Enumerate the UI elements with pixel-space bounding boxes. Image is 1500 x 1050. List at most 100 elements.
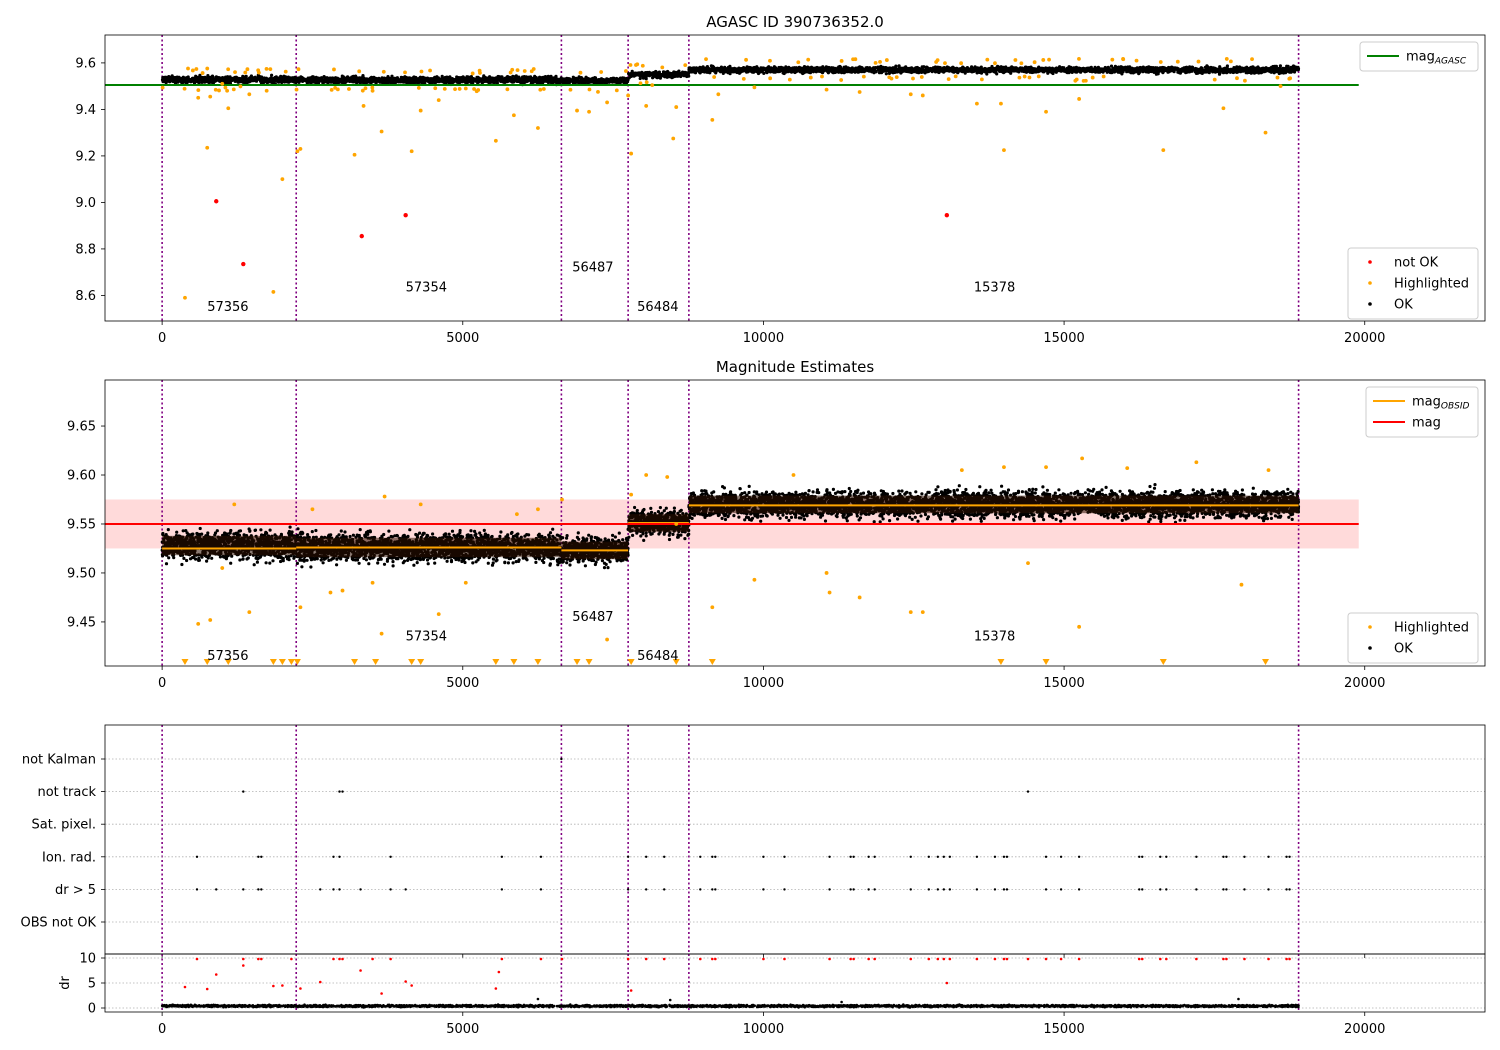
flag-point [1044, 888, 1048, 891]
flag-point [319, 888, 322, 891]
highlighted-point [1110, 57, 1115, 62]
highlighted-point [457, 87, 462, 91]
highlighted-point [744, 57, 748, 62]
flag-point [341, 790, 344, 793]
highlighted-clipped-marker [708, 659, 716, 665]
highlighted-point [638, 81, 643, 86]
not-ok-point [494, 987, 498, 990]
flag-point [1138, 855, 1141, 858]
highlighted-point [878, 59, 882, 64]
highlighted-clipped-marker [224, 659, 232, 665]
highlighted-point [1032, 60, 1037, 65]
highlighted-point [644, 80, 649, 85]
flag-point [1005, 855, 1009, 858]
highlighted-point [294, 87, 299, 92]
flag-label: Sat. pixel. [32, 818, 96, 833]
flag-point [852, 855, 855, 858]
flag-point [389, 888, 392, 891]
highlighted-point [361, 104, 366, 108]
obsid-label: 56484 [637, 300, 678, 315]
flag-point [195, 855, 199, 858]
highlighted-point [974, 101, 979, 106]
highlighted-clipped-marker [287, 659, 295, 665]
highlighted-point [1250, 57, 1254, 62]
not-ok-point [1165, 957, 1168, 961]
highlighted-point [379, 631, 384, 636]
highlighted-point [919, 75, 924, 79]
not-ok-point [272, 984, 275, 988]
highlighted-point [225, 88, 230, 93]
highlighted-point [824, 571, 829, 575]
obsid-label: 15378 [974, 280, 1015, 295]
panel1-ytick-label: 8.6 [75, 289, 96, 304]
panel4-xtick-label: 5000 [446, 1022, 479, 1037]
highlighted-point [1081, 78, 1086, 83]
not-ok-point [242, 957, 245, 961]
highlighted-point [245, 67, 250, 72]
highlighted-clipped-marker [269, 659, 277, 665]
highlighted-point [463, 580, 468, 585]
flag-point [909, 888, 912, 891]
highlighted-point [587, 87, 592, 92]
highlighted-point [710, 117, 715, 122]
flag-point [1159, 855, 1162, 858]
highlighted-point [1019, 61, 1024, 66]
highlighted-point [200, 71, 205, 75]
flag-point [626, 888, 630, 891]
flag-point [404, 888, 407, 891]
highlighted-point [710, 605, 715, 610]
panel2-ytick-label: 9.65 [67, 420, 96, 435]
highlighted-point [352, 152, 357, 157]
highlighted-point [243, 70, 248, 75]
highlighted-point [1026, 561, 1030, 566]
flag-point [993, 888, 997, 891]
flag-point [1285, 855, 1288, 858]
flag-point [783, 855, 786, 858]
highlighted-point [233, 70, 237, 75]
obsid-label: 57356 [207, 649, 248, 664]
panel1-ytick-label: 9.4 [75, 103, 96, 118]
highlighted-point [1275, 75, 1280, 80]
not-ok-point [942, 957, 946, 961]
highlighted-point [226, 67, 231, 72]
not-ok-point [403, 213, 408, 218]
flag-label: dr > 5 [55, 883, 96, 898]
highlighted-point [1077, 624, 1082, 629]
highlighted-point [205, 145, 210, 150]
panel2-xtick-label: 5000 [446, 676, 479, 691]
highlighted-point [196, 621, 201, 626]
highlighted-point [442, 86, 447, 91]
flag-point [942, 855, 946, 858]
highlighted-point [531, 67, 536, 71]
obsid-label: 56487 [572, 610, 613, 625]
not-ok-point [497, 970, 501, 974]
not-ok-point [945, 981, 949, 985]
panel2-ytick-label: 9.45 [67, 615, 96, 630]
flag-point [626, 855, 630, 858]
highlighted-point [1212, 77, 1217, 82]
highlighted-point [640, 63, 645, 68]
not-ok-point [205, 987, 209, 991]
highlighted-point [873, 61, 878, 65]
highlighted-point [787, 77, 792, 82]
highlighted-clipped-marker [181, 659, 189, 665]
obsid-label: 56484 [637, 649, 678, 664]
not-ok-point [975, 957, 979, 961]
flag-point [1195, 855, 1198, 858]
not-ok-point [1002, 957, 1006, 961]
panel2-xtick-label: 20000 [1344, 676, 1385, 691]
not-ok-point [936, 957, 940, 961]
highlighted-point [943, 61, 947, 65]
highlighted-point [510, 67, 515, 72]
panel1-ytick-label: 9.6 [75, 56, 96, 71]
highlighted-point [268, 67, 273, 72]
legend-agasc [1359, 41, 1479, 72]
flag-point [1077, 888, 1081, 891]
highlighted-point [752, 577, 757, 582]
highlighted-point [541, 87, 546, 91]
highlighted-point [768, 58, 772, 63]
highlighted-point [894, 75, 899, 80]
highlighted-point [768, 76, 773, 81]
highlighted-point [283, 69, 288, 74]
panel4-ytick-label: 5 [88, 977, 96, 992]
